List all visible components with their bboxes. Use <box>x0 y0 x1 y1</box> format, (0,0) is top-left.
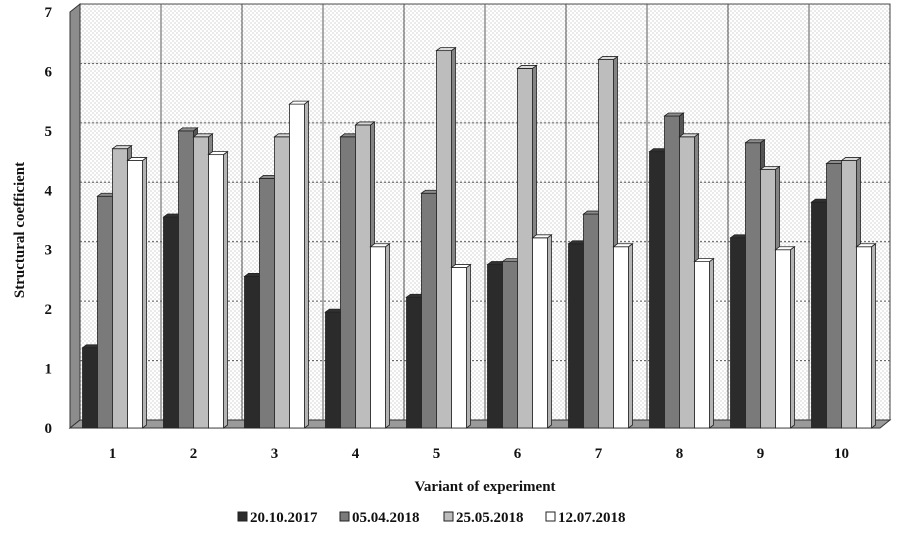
legend-label: 20.10.2017 <box>250 510 318 526</box>
y-tick-label: 4 <box>45 183 53 199</box>
x-tick-label: 1 <box>109 446 117 462</box>
legend: 20.10.2017 05.04.2018 25.05.2018 12.07.2018 <box>237 510 626 526</box>
bar <box>531 234 553 429</box>
bar <box>855 242 877 429</box>
legend-label: 12.07.2018 <box>558 510 626 526</box>
legend-swatch <box>237 511 248 522</box>
bar <box>288 100 310 429</box>
bars <box>81 46 877 429</box>
legend-swatch <box>339 511 350 522</box>
x-tick-label: 4 <box>352 446 360 462</box>
grid-lines <box>80 3 890 420</box>
legend-item: 05.04.2018 <box>339 510 420 526</box>
legend-label: 05.04.2018 <box>352 510 420 526</box>
bar <box>774 245 796 429</box>
legend-item: 12.07.2018 <box>545 510 626 526</box>
y-tick-label: 1 <box>45 362 53 378</box>
y-axis-title: Structural coefficient <box>12 162 28 298</box>
x-tick-label: 8 <box>676 446 684 462</box>
y-tick-label: 2 <box>45 302 53 318</box>
y-tick-label: 0 <box>45 421 53 437</box>
legend-swatch <box>545 511 556 522</box>
x-tick-label: 9 <box>757 446 765 462</box>
y-tick-label: 7 <box>45 5 53 21</box>
y-tick-label: 5 <box>45 124 53 140</box>
bar <box>126 156 148 429</box>
legend-label: 25.05.2018 <box>456 510 524 526</box>
legend-item: 20.10.2017 <box>237 510 318 526</box>
x-tick-label: 3 <box>271 446 279 462</box>
x-tick-label: 10 <box>834 446 849 462</box>
y-tick-labels: 0 1 2 3 4 5 6 7 <box>45 5 53 437</box>
bar <box>693 257 715 429</box>
x-axis-title: Variant of experiment <box>414 479 555 495</box>
bar <box>207 150 229 429</box>
x-tick-label: 6 <box>514 446 522 462</box>
y-tick-label: 3 <box>45 243 53 259</box>
bar <box>369 242 391 429</box>
x-tick-label: 5 <box>433 446 441 462</box>
x-tick-label: 2 <box>190 446 198 462</box>
x-tick-label: 7 <box>595 446 603 462</box>
y-tick-label: 6 <box>45 64 53 80</box>
bar <box>450 263 472 429</box>
legend-item: 25.05.2018 <box>443 510 524 526</box>
legend-swatch <box>443 511 454 522</box>
bar <box>612 242 634 429</box>
x-tick-labels: 1 2 3 4 5 6 7 8 9 10 <box>109 446 849 462</box>
